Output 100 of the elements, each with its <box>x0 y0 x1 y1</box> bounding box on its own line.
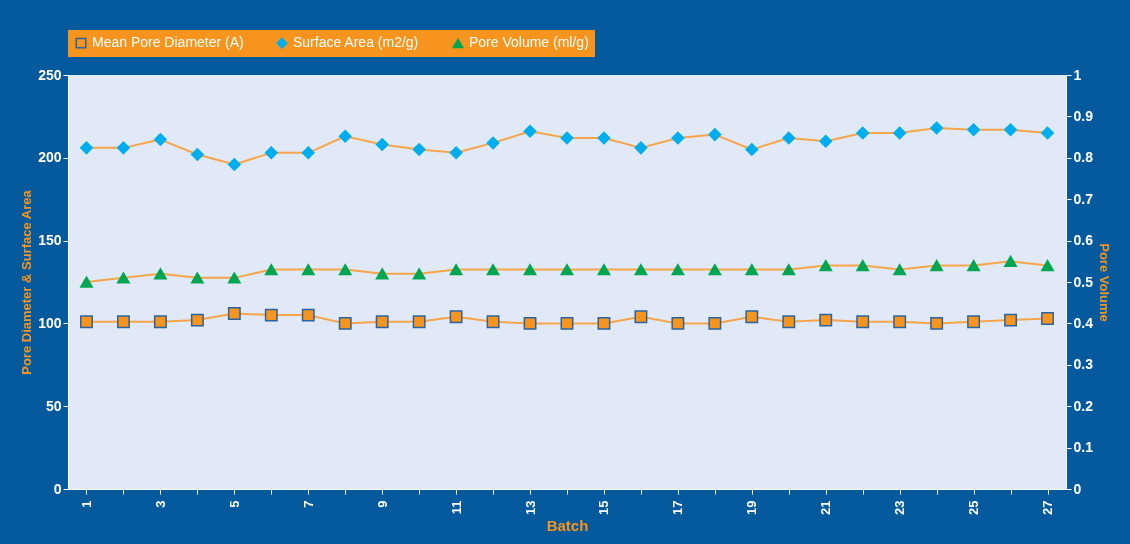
point <box>375 138 389 151</box>
x-tick-label: 25 <box>966 500 982 515</box>
y-tick-label: 200 <box>38 149 62 166</box>
point <box>375 268 389 280</box>
point <box>671 263 685 276</box>
point <box>190 313 204 327</box>
y2-axis-title: Pore Volume <box>1096 243 1112 322</box>
x-tick-label: 11 <box>448 500 464 515</box>
point <box>782 131 796 145</box>
point <box>227 157 241 171</box>
point <box>967 123 981 137</box>
x-tick-label: 27 <box>1040 500 1056 515</box>
point <box>338 316 352 330</box>
point <box>893 126 907 140</box>
point <box>708 128 722 142</box>
x-tick-label: 15 <box>596 500 612 515</box>
point <box>523 124 537 138</box>
point <box>1041 126 1054 140</box>
y-tick-label: 50 <box>45 397 62 414</box>
point <box>301 308 315 322</box>
point <box>80 141 93 155</box>
point <box>819 259 833 272</box>
y2-tick-label: 0.6 <box>1073 232 1094 249</box>
x-tick-label: 17 <box>670 500 686 515</box>
point <box>264 263 278 276</box>
point <box>264 146 278 160</box>
point <box>930 316 944 330</box>
y-tick-label: 150 <box>38 232 62 249</box>
point <box>1041 259 1054 272</box>
x-tick-label: 19 <box>744 500 760 515</box>
point <box>486 315 500 329</box>
point <box>523 263 537 276</box>
y-tick-label: 100 <box>38 314 62 331</box>
legend-label: Mean Pore Diameter (A) <box>92 34 244 51</box>
y2-tick-label: 0.1 <box>1073 439 1094 456</box>
point <box>856 126 870 140</box>
point <box>967 259 981 272</box>
y-tick-label: 0 <box>53 480 62 497</box>
x-tick-label: 9 <box>374 500 390 508</box>
point <box>634 141 648 155</box>
point <box>375 315 389 329</box>
x-tick-label: 13 <box>522 500 538 515</box>
point <box>893 263 907 276</box>
point <box>301 146 315 160</box>
point <box>523 316 537 330</box>
y2-tick-label: 0.9 <box>1073 107 1094 124</box>
point <box>634 263 648 276</box>
point <box>856 315 870 329</box>
point <box>449 146 463 160</box>
x-tick-label: 21 <box>818 500 834 515</box>
point <box>967 315 981 329</box>
point <box>745 143 759 156</box>
point <box>116 141 130 155</box>
y2-tick-label: 0.3 <box>1073 356 1094 373</box>
point <box>486 263 500 276</box>
point <box>338 129 352 143</box>
point <box>412 143 426 156</box>
point <box>930 121 944 135</box>
point <box>301 263 315 276</box>
y2-tick-label: 0.4 <box>1073 314 1094 331</box>
point <box>227 272 241 284</box>
x-tick-label: 23 <box>892 500 908 515</box>
point <box>597 316 611 330</box>
point <box>560 263 574 276</box>
point <box>708 316 722 330</box>
y-axis-title: Pore Diameter & Surface Area <box>19 189 35 375</box>
point <box>671 131 685 145</box>
x-tick-label: 1 <box>78 500 94 508</box>
point <box>745 263 759 276</box>
point <box>893 315 907 329</box>
legend-label: Surface Area (m2/g) <box>293 34 419 51</box>
point <box>153 268 167 280</box>
point <box>116 315 130 329</box>
point <box>412 268 426 280</box>
point <box>80 276 93 288</box>
point <box>634 310 648 324</box>
point <box>449 263 463 276</box>
x-axis-title: Batch <box>546 516 589 534</box>
point <box>412 315 426 329</box>
x-tick-label: 3 <box>152 500 168 508</box>
y2-tick-label: 0.8 <box>1073 149 1094 166</box>
point <box>782 315 796 329</box>
legend-label: Pore Volume (ml/g) <box>469 34 589 51</box>
point <box>486 136 500 150</box>
point <box>597 263 611 276</box>
point <box>1004 255 1018 267</box>
point <box>153 315 167 329</box>
point <box>819 313 833 327</box>
point <box>782 263 796 276</box>
point <box>1004 123 1018 137</box>
point <box>153 133 167 147</box>
point <box>819 134 833 148</box>
y2-tick-label: 0.2 <box>1073 397 1094 414</box>
point <box>116 272 130 284</box>
y2-tick-label: 0.7 <box>1073 190 1094 207</box>
point <box>190 148 204 161</box>
point <box>338 263 352 276</box>
point <box>708 263 722 276</box>
point <box>560 131 574 145</box>
point <box>856 259 870 272</box>
